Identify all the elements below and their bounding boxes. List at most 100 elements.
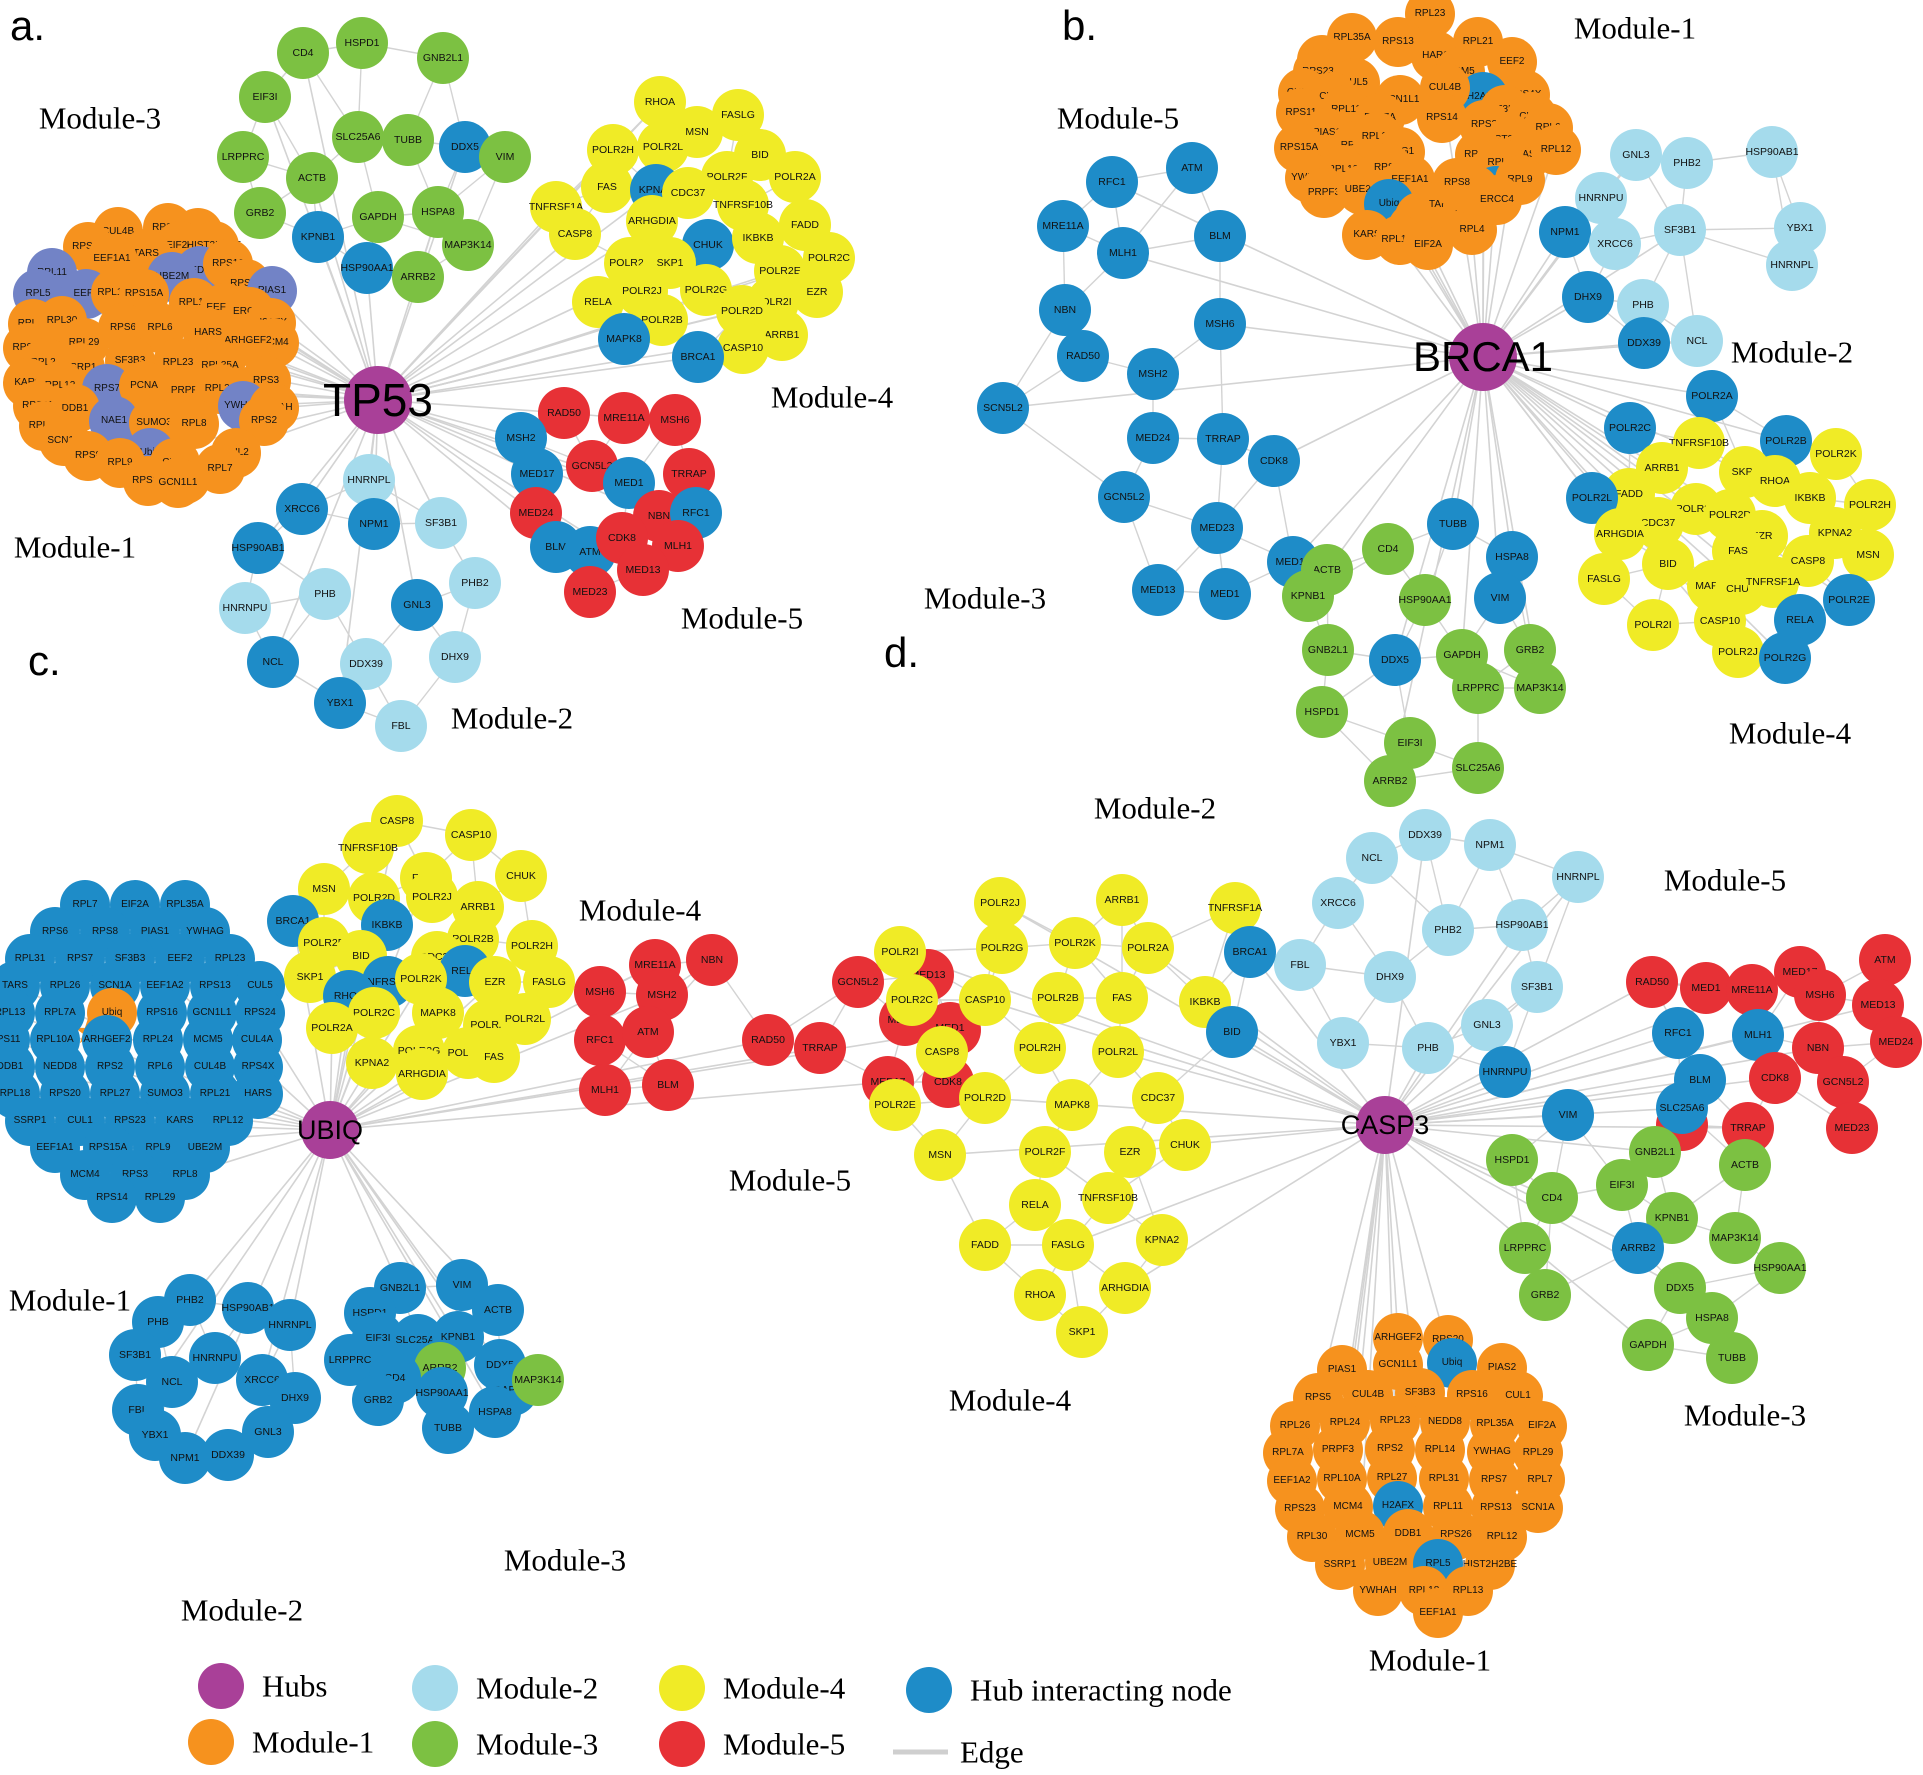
node-MAP3K14: MAP3K14 [1709, 1212, 1761, 1264]
node-PHB: PHB [1402, 1022, 1454, 1074]
node-NPM1: NPM1 [1539, 206, 1591, 258]
edge [377, 399, 418, 606]
node-HNRNPL: HNRNPL [1552, 851, 1604, 903]
node-SKP1: SKP1 [1056, 1306, 1108, 1358]
module-title-a-module-1: Module-1 [13, 529, 137, 565]
node-GCN1L1: GCN1L1 [153, 458, 203, 508]
node-MSH6: MSH6 [1794, 969, 1846, 1021]
edge [1384, 1124, 1399, 1339]
hub-node-BRCA1: BRCA1 [1413, 323, 1553, 391]
node-MRE11A: MRE11A [1726, 964, 1778, 1016]
node-MED13: MED13 [1132, 564, 1184, 616]
panel-letter-d: d. [884, 629, 920, 676]
node-EEF1A1: EEF1A1 [1413, 1588, 1463, 1638]
edge [1384, 1124, 1553, 1199]
node-KPNB1: KPNB1 [1282, 570, 1334, 622]
node-ARHGDIA: ARHGDIA [1594, 508, 1646, 560]
node-POLR2A: POLR2A [769, 151, 821, 203]
node-BLM: BLM [1194, 210, 1246, 262]
panel-letter-a: a. [10, 2, 46, 49]
node-ATM: ATM [622, 1006, 674, 1058]
node-TNFRSF1A: TNFRSF1A [1746, 556, 1800, 608]
node-CASP8: CASP8 [916, 1026, 968, 1078]
node-DDX39: DDX39 [1399, 809, 1451, 861]
node-POLR2G: POLR2G [1759, 632, 1811, 684]
node-MAP3K14: MAP3K14 [442, 219, 494, 271]
node-YBX1: YBX1 [314, 677, 366, 729]
node-EZR: EZR [791, 266, 843, 318]
legend-label-edge: Edge [960, 1734, 1024, 1770]
legend-swatch-module-2 [412, 1665, 458, 1711]
module-title-b-module-5: Module-5 [1056, 100, 1180, 136]
node-CDK8: CDK8 [1749, 1052, 1801, 1104]
module-title-a-module-4: Module-4 [770, 379, 894, 415]
edge [1067, 1124, 1386, 1246]
hub-node-TP53: TP53 [323, 366, 433, 434]
edge [1384, 1079, 1701, 1126]
node-GRB2: GRB2 [234, 187, 286, 239]
node-GNL3: GNL3 [1461, 999, 1513, 1051]
node-MSN: MSN [1842, 529, 1894, 581]
node-HNRNPL: HNRNPL [264, 1299, 316, 1351]
node-VIM: VIM [1542, 1089, 1594, 1141]
node-HSP90AA1: HSP90AA1 [1398, 574, 1452, 626]
node-MED23: MED23 [1191, 502, 1243, 554]
node-LRPPRC: LRPPRC [217, 131, 269, 183]
edge [1111, 181, 1484, 358]
node-MRE11A: MRE11A [1037, 200, 1089, 252]
legend-label-module-1: Module-1 [252, 1724, 375, 1760]
legend-swatch-hub-interacting-node [906, 1667, 952, 1713]
node-GCN5L2: GCN5L2 [1098, 471, 1150, 523]
module-title-b-module-4: Module-4 [1728, 715, 1852, 751]
node-EIF3I: EIF3I [1384, 717, 1436, 769]
legend-label-module-5: Module-5 [723, 1726, 846, 1762]
node-HSP90AA1: HSP90AA1 [1753, 1242, 1807, 1294]
node-POLR2K: POLR2K [1810, 428, 1862, 480]
hub-node-UBIQ: UBIQ [297, 1101, 363, 1159]
node-GNL3: GNL3 [1610, 129, 1662, 181]
node-POLR2F: POLR2F [1019, 1126, 1071, 1178]
node-PHB: PHB [299, 568, 351, 620]
node-GNB2L1: GNB2L1 [1302, 624, 1354, 676]
node-VIM: VIM [1474, 572, 1526, 624]
node-GAPDH: GAPDH [1622, 1319, 1674, 1371]
panel-letter-b: b. [1062, 2, 1098, 49]
node-POLR2H: POLR2H [1014, 1022, 1066, 1074]
node-DDX39: DDX39 [202, 1429, 254, 1481]
node-TUBB: TUBB [382, 114, 434, 166]
hub-label: TP53 [323, 374, 433, 426]
node-HSPD1: HSPD1 [336, 17, 388, 69]
node-KPNB1: KPNB1 [292, 211, 344, 263]
node-CASP10: CASP10 [959, 974, 1011, 1026]
node-CDC37: CDC37 [1132, 1072, 1184, 1124]
legend-edge-line [893, 1749, 948, 1755]
node-FASLG: FASLG [1578, 553, 1630, 605]
node-FAS: FAS [468, 1031, 520, 1083]
node-HSPD1: HSPD1 [1486, 1134, 1538, 1186]
node-SCN5L2: SCN5L2 [977, 382, 1029, 434]
module-title-c-module-5: Module-5 [728, 1162, 852, 1198]
node-LRPPRC: LRPPRC [1452, 662, 1504, 714]
node-FBL: FBL [1274, 939, 1326, 991]
node-HSPA8: HSPA8 [469, 1386, 521, 1438]
node-VIM: VIM [479, 131, 531, 183]
node-MAPK8: MAPK8 [1046, 1079, 1098, 1131]
edge [1147, 947, 1386, 1126]
node-MSH6: MSH6 [1194, 298, 1246, 350]
node-RFC1: RFC1 [1652, 1007, 1704, 1059]
node-MED13: MED13 [617, 544, 669, 596]
node-DDX5: DDX5 [1369, 634, 1421, 686]
node-HNRNPL: HNRNPL [1766, 239, 1818, 291]
node-RPL29: RPL29 [135, 1173, 185, 1223]
node-XRCC6: XRCC6 [1312, 877, 1364, 929]
legend-label-module-4: Module-4 [723, 1670, 846, 1706]
node-POLR2E: POLR2E [869, 1079, 921, 1131]
node-DHX9: DHX9 [1562, 271, 1614, 323]
module-title-c-module-3: Module-3 [503, 1542, 627, 1578]
legend-swatch-module-4 [659, 1665, 705, 1711]
node-POLR2A: POLR2A [1686, 370, 1738, 422]
node-MAPK8: MAPK8 [598, 313, 650, 365]
node-ERCC4: ERCC4 [1472, 175, 1522, 225]
edge [1002, 356, 1484, 409]
node-MAP3K14: MAP3K14 [512, 1354, 564, 1406]
